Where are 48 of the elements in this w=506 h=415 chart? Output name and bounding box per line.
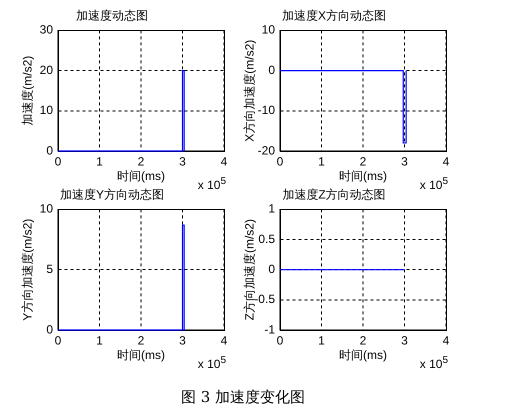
y-tick-label: 20 — [40, 62, 54, 77]
x-tick-label: 3 — [401, 154, 408, 169]
x-tick-label: 3 — [179, 334, 186, 348]
y-axis-title: Y方向加速度(m/s2) — [20, 218, 35, 321]
text: x 10$^{5}$ — [420, 175, 448, 192]
x-axis-title: 时间(ms) — [339, 348, 387, 362]
y-tick-label: -1 — [264, 322, 276, 336]
chart-title: 加速度X方向动态图 — [282, 8, 386, 23]
y-tick-label: 1 — [268, 202, 276, 216]
text: x 10$^{5}$ — [198, 175, 226, 192]
y-tick-label: 10 — [40, 103, 54, 118]
text: x 10$^{5}$ — [420, 354, 448, 371]
x-tick-label: 3 — [401, 334, 408, 348]
x-tick-label: 1 — [318, 154, 326, 169]
text: 图 3 加速度变化图 — [180, 387, 306, 407]
chart-title: 加速度Z方向动态图 — [282, 188, 386, 202]
y-axis-title: 加速度(m/s2) — [20, 56, 35, 126]
y-tick-label: 0 — [268, 62, 276, 77]
x-axis-title: 时间(ms) — [339, 169, 387, 184]
text: x 10$^{5}$ — [198, 354, 226, 371]
y-tick-label: -10 — [258, 103, 276, 118]
x-tick-label: 3 — [179, 154, 186, 169]
x-tick-label: 4 — [442, 334, 450, 348]
y-tick-label: 5 — [46, 262, 54, 276]
y-axis-title: X方向加速度(m/s2) — [242, 40, 257, 142]
y-tick-label: -20 — [258, 143, 276, 158]
x-tick-label: 1 — [96, 154, 104, 169]
x-tick-label: 4 — [220, 334, 228, 348]
y-tick-label: 0 — [46, 322, 54, 336]
chart-title: 加速度Y方向动态图 — [60, 188, 164, 202]
y-tick-label: 10 — [40, 202, 54, 216]
y-tick-label: 0 — [46, 143, 54, 158]
chart-title: 加速度动态图 — [76, 8, 148, 23]
y-tick-label: 0 — [268, 262, 276, 276]
y-tick-label: 0.5 — [258, 232, 276, 246]
x-tick-label: 1 — [318, 334, 326, 348]
x-tick-label: 2 — [138, 334, 145, 348]
y-tick-label: -0.5 — [254, 292, 276, 306]
x-tick-label: 2 — [138, 154, 145, 169]
y-tick-label: 30 — [40, 22, 54, 37]
x-axis-title: 时间(ms) — [117, 169, 165, 184]
x-axis-title: 时间(ms) — [117, 348, 165, 362]
x-tick-label: 2 — [360, 334, 367, 348]
x-tick-label: 2 — [360, 154, 367, 169]
x-tick-label: 4 — [220, 154, 228, 169]
x-tick-label: 4 — [442, 154, 450, 169]
y-tick-label: 10 — [262, 22, 276, 37]
x-tick-label: 1 — [96, 334, 104, 348]
